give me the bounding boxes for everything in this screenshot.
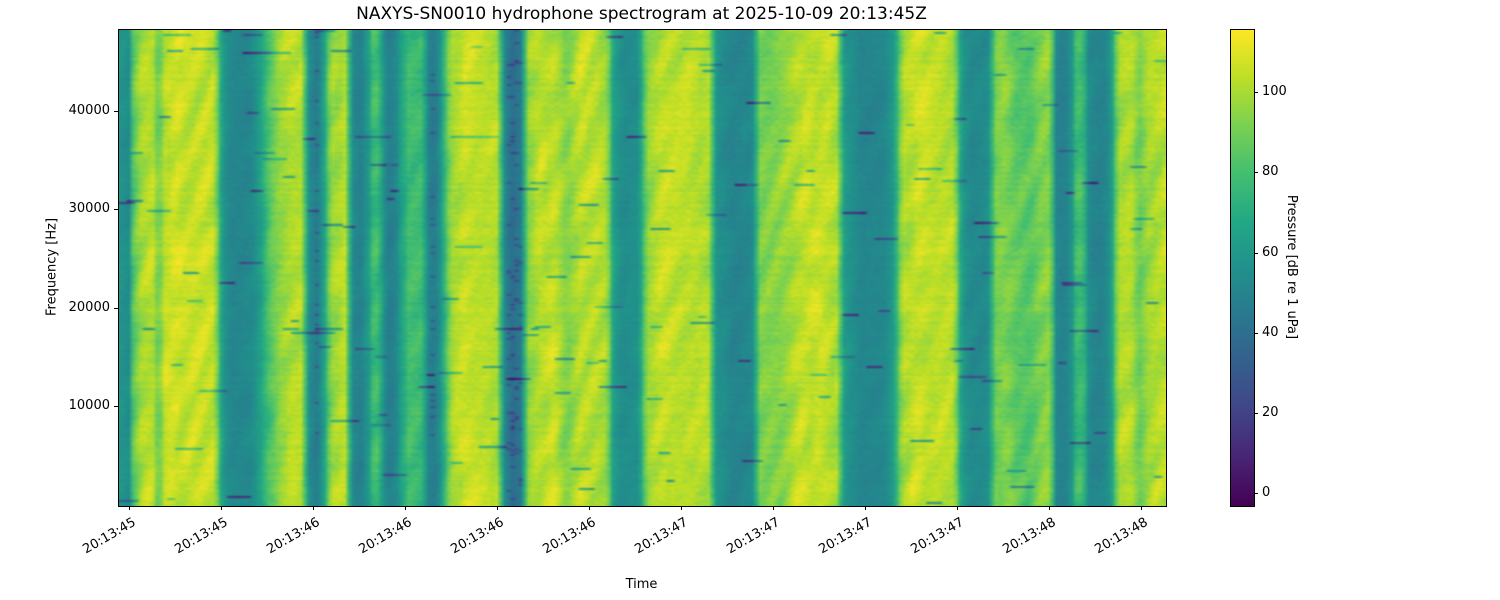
y-tick-mark: [114, 209, 118, 211]
x-tick-mark: [957, 506, 959, 510]
colorbar-tick-mark: [1254, 252, 1258, 254]
colorbar: [1230, 29, 1255, 507]
colorbar-tick-label: 20: [1262, 405, 1279, 421]
y-tick-label: 40000: [68, 102, 110, 118]
colorbar-tick-mark: [1254, 413, 1258, 415]
colorbar-label: Pressure [dB re 1 uPa]: [1284, 194, 1299, 340]
x-tick-mark: [773, 506, 775, 510]
y-tick-mark: [114, 307, 118, 309]
x-tick-mark: [313, 506, 315, 510]
colorbar-tick-mark: [1254, 91, 1258, 93]
colorbar-tick-mark: [1254, 493, 1258, 495]
colorbar-tick-mark: [1254, 332, 1258, 334]
y-tick-label: 20000: [68, 299, 110, 315]
spectrogram-plot-area: [118, 29, 1167, 507]
x-tick-mark: [497, 506, 499, 510]
x-axis-label: Time: [625, 577, 658, 592]
colorbar-tick-label: 0: [1262, 485, 1271, 501]
chart-title: NAXYS-SN0010 hydrophone spectrogram at 2…: [356, 4, 927, 24]
colorbar-tick-label: 60: [1262, 244, 1279, 260]
x-tick-mark: [681, 506, 683, 510]
y-tick-mark: [114, 406, 118, 408]
colorbar-tick-label: 40: [1262, 324, 1279, 340]
x-tick-mark: [1049, 506, 1051, 510]
x-tick-mark: [405, 506, 407, 510]
spectrogram-canvas: [119, 30, 1166, 506]
y-tick-mark: [114, 110, 118, 112]
colorbar-tick-mark: [1254, 172, 1258, 174]
colorbar-gradient: [1231, 30, 1254, 506]
y-tick-label: 30000: [68, 201, 110, 217]
x-tick-mark: [865, 506, 867, 510]
x-tick-mark: [589, 506, 591, 510]
x-tick-mark: [128, 506, 130, 510]
x-tick-mark: [221, 506, 223, 510]
colorbar-tick-label: 80: [1262, 164, 1279, 180]
colorbar-tick-label: 100: [1262, 83, 1287, 99]
x-tick-mark: [1141, 506, 1143, 510]
y-tick-label: 10000: [68, 398, 110, 414]
